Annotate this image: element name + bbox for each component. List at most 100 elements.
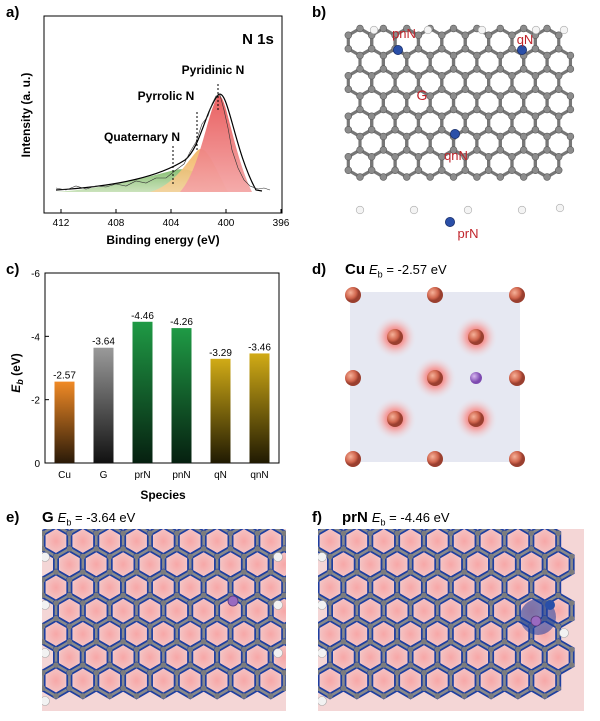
xps-xlabel: Binding energy (eV)	[106, 233, 219, 247]
carbon-atom	[391, 31, 399, 39]
panel-f-label: f)	[312, 509, 322, 526]
carbon-atom	[461, 662, 468, 668]
carbon-atom	[281, 592, 286, 599]
carbon-atom	[484, 31, 493, 39]
carbon-atom	[555, 669, 561, 676]
carbon-atom	[120, 669, 126, 676]
carbon-atom	[227, 530, 234, 537]
cu-atom	[427, 287, 443, 303]
carbon-atom	[281, 623, 286, 630]
carbon-atom	[528, 576, 535, 583]
carbon-atom	[241, 662, 247, 668]
carbon-atom	[93, 669, 100, 676]
carbon-atom	[484, 85, 493, 93]
carbon-atom	[568, 646, 575, 653]
carbon-atom	[53, 553, 59, 560]
carbon-atom	[42, 530, 46, 537]
panel-d-species: Cu	[345, 261, 365, 278]
hydrogen-atom	[369, 25, 379, 35]
carbon-atom	[438, 166, 446, 174]
carbon-atom	[543, 24, 551, 33]
carbon-atom	[160, 553, 167, 560]
hydrogen-atom	[42, 600, 50, 610]
carbon-atom	[254, 623, 261, 630]
carbon-atom	[474, 530, 481, 537]
carbon-atom	[318, 670, 320, 676]
carbon-atom	[380, 600, 387, 606]
carbon-atom	[120, 638, 126, 645]
bar-value-label: -3.46	[248, 342, 271, 353]
carbon-atom	[174, 592, 180, 599]
hydrogen-atom	[423, 25, 433, 35]
carbon-atom	[147, 530, 153, 537]
bar-xlabel: Species	[140, 488, 186, 502]
panel-f-eb: = -4.46 eV	[389, 510, 450, 525]
carbon-atom	[421, 592, 427, 599]
carbon-atom	[66, 623, 73, 630]
hydrogen-atom	[42, 648, 50, 658]
carbon-atom	[133, 615, 140, 622]
carbon-atom	[531, 153, 540, 161]
carbon-atom	[214, 693, 220, 699]
carbon-atom	[403, 65, 411, 73]
carbon-atom	[543, 92, 551, 100]
carbon-atom	[354, 553, 360, 560]
carbon-atom	[555, 31, 563, 39]
carbon-atom	[488, 693, 494, 699]
carbon-atom	[496, 24, 504, 33]
carbon-atom	[367, 669, 374, 676]
nitrogen-atom	[449, 128, 460, 139]
carbon-atom	[474, 669, 481, 676]
carbon-atom	[568, 553, 575, 560]
carbon-atom	[474, 592, 481, 599]
carbon-atom	[555, 112, 563, 120]
carbon-atom	[528, 669, 535, 676]
carbon-atom	[214, 662, 220, 668]
carbon-atom	[340, 669, 347, 676]
carbon-atom	[380, 615, 387, 622]
label-pyrrolic: Pyrrolic N	[138, 89, 195, 103]
carbon-atom	[214, 523, 220, 529]
xtick-label: qN	[214, 470, 227, 481]
carbon-atom	[568, 615, 575, 622]
xps-frame	[43, 15, 283, 214]
carbon-atom	[147, 545, 153, 552]
carbon-atom	[555, 85, 563, 93]
carbon-atom	[394, 685, 400, 692]
site-label-pnN: pnN	[392, 26, 416, 41]
carbon-atom	[501, 638, 508, 645]
carbon-atom	[555, 685, 561, 692]
carbon-atom	[133, 693, 140, 699]
carbon-atom	[461, 126, 469, 134]
xtick-label: G	[100, 470, 108, 481]
bar-qnN	[249, 353, 270, 463]
carbon-atom	[496, 132, 504, 141]
carbon-atom	[449, 51, 458, 60]
carbon-atom	[449, 146, 458, 154]
carbon-atom	[379, 146, 388, 154]
raw-data	[55, 94, 271, 191]
carbon-atom	[484, 166, 493, 174]
carbon-atom	[367, 576, 374, 583]
carbon-atom	[120, 685, 126, 692]
carbon-atom	[434, 662, 441, 668]
carbon-atom	[508, 166, 516, 174]
hydrogen-atom	[477, 25, 487, 35]
panel-d-header: Cu Eb = -2.57 eV	[345, 261, 447, 280]
carbon-atom	[380, 646, 387, 653]
carbon-atom	[473, 132, 481, 141]
carbon-atom	[93, 592, 100, 599]
carbon-atom	[555, 545, 561, 552]
carbon-atom	[531, 85, 540, 93]
carbon-atom	[367, 126, 376, 134]
carbon-atom	[438, 153, 446, 161]
carbon-atom	[174, 638, 180, 645]
hydrogen-atom	[463, 205, 473, 215]
carbon-atom	[267, 600, 274, 606]
carbon-atom	[426, 51, 434, 60]
carbon-atom	[426, 65, 434, 73]
carbon-atom	[367, 592, 374, 599]
carbon-atom	[488, 569, 494, 575]
carbon-atom	[555, 45, 563, 53]
carbon-atom	[379, 65, 388, 73]
